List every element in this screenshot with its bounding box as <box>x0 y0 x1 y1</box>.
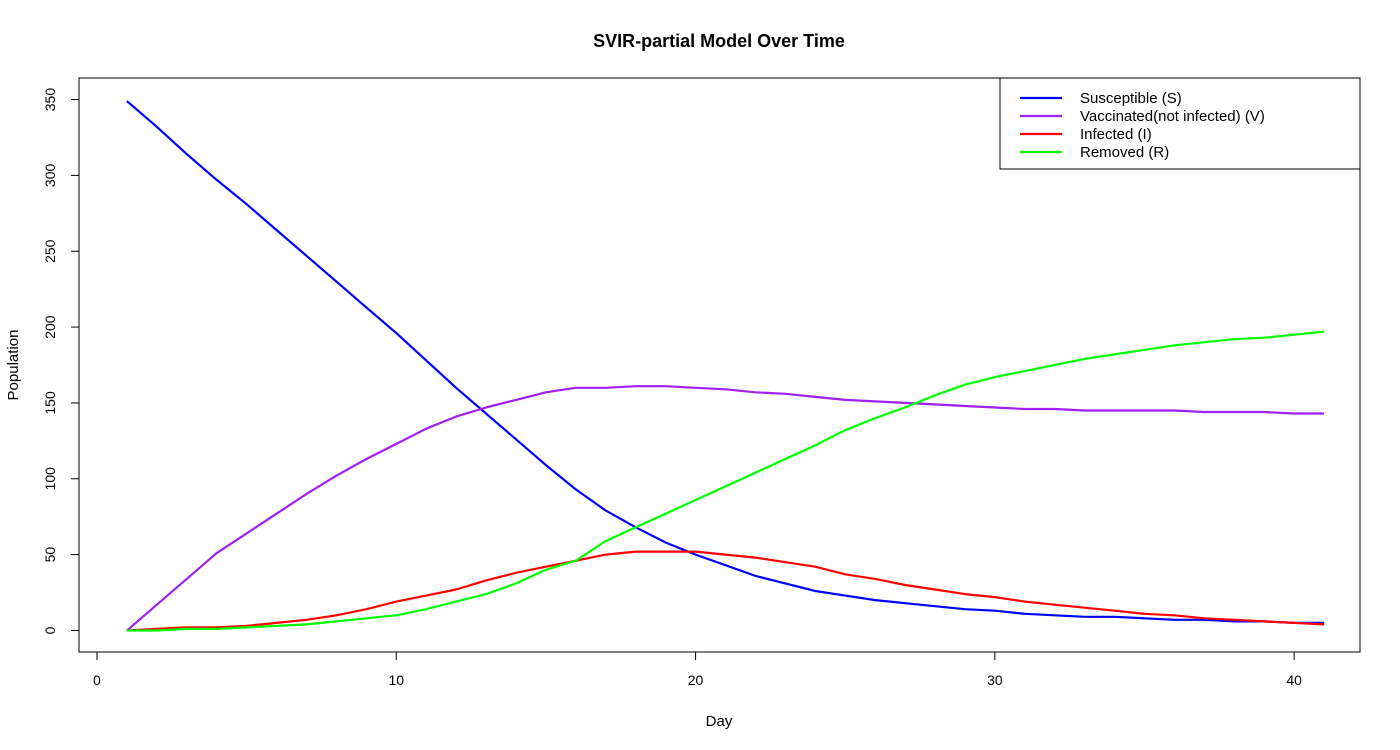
x-tick-label: 10 <box>388 672 404 688</box>
y-tick-label: 350 <box>42 88 58 112</box>
y-axis: 0 50 100 150 200 250 300 350 <box>42 88 80 634</box>
series-layer <box>126 100 1325 632</box>
chart-title: SVIR-partial Model Over Time <box>593 31 845 51</box>
legend-label-2: Infected (I) <box>1080 126 1152 143</box>
y-tick-label: 300 <box>42 163 58 187</box>
y-tick-label: 50 <box>42 547 58 563</box>
series-line-1 <box>126 385 1325 632</box>
x-axis-label: Day <box>706 713 733 730</box>
x-tick-label: 20 <box>688 672 704 688</box>
y-tick-label: 250 <box>42 239 58 263</box>
x-tick-label: 30 <box>987 672 1003 688</box>
y-axis-label: Population <box>5 330 22 401</box>
series-line-0 <box>126 100 1325 625</box>
x-tick-label: 40 <box>1286 672 1302 688</box>
legend-box <box>999 77 1361 170</box>
series-line-3 <box>126 330 1325 632</box>
legend-label-1: Vaccinated(not infected) (V) <box>1080 108 1265 125</box>
y-tick-label: 150 <box>42 391 58 415</box>
y-tick-label: 100 <box>42 467 58 491</box>
x-axis: 0 10 20 30 40 <box>93 651 1302 688</box>
series-line-2 <box>126 550 1325 632</box>
y-tick-label: 0 <box>42 626 58 634</box>
legend-label-3: Removed (R) <box>1080 144 1169 161</box>
legend-label-0: Susceptible (S) <box>1080 90 1182 107</box>
y-tick-label: 200 <box>42 315 58 339</box>
x-tick-label: 0 <box>93 672 101 688</box>
legend: Susceptible (S)Vaccinated(not infected) … <box>999 77 1361 170</box>
